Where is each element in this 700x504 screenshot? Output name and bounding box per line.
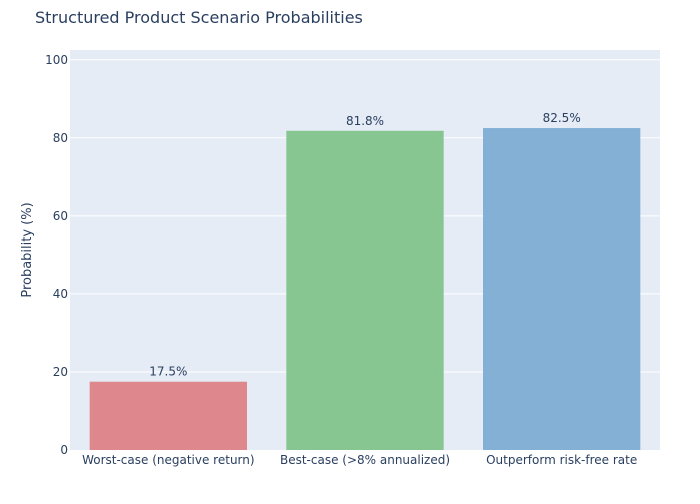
- chart-title: Structured Product Scenario Probabilitie…: [35, 8, 363, 27]
- x-tick-label: Worst-case (negative return): [82, 453, 254, 467]
- y-tick-label: 60: [53, 209, 68, 223]
- y-axis-title: Probability (%): [20, 202, 35, 297]
- y-tick-label: 80: [53, 131, 68, 145]
- bar: [89, 381, 248, 450]
- x-axis-ticks: Worst-case (negative return) Best-case (>…: [82, 453, 637, 467]
- y-tick-label: 100: [45, 53, 68, 67]
- bars: [89, 128, 641, 451]
- x-tick-label: Outperform risk-free rate: [486, 453, 637, 467]
- bar-value-label: 82.5%: [543, 111, 581, 125]
- bar: [483, 128, 641, 451]
- y-tick-label: 0: [60, 443, 68, 457]
- bar-value-label: 81.8%: [346, 114, 384, 128]
- y-tick-label: 40: [53, 287, 68, 301]
- y-tick-label: 20: [53, 365, 68, 379]
- bar-value-label: 17.5%: [149, 365, 187, 379]
- bar: [286, 130, 444, 450]
- x-tick-label: Best-case (>8% annualized): [280, 453, 450, 467]
- data-labels: 17.5% 81.8% 82.5%: [149, 111, 580, 379]
- y-axis-ticks: 0 20 40 60 80 100: [45, 53, 68, 457]
